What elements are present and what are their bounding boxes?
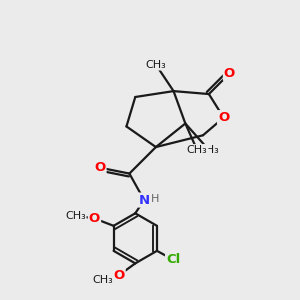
Text: CH₃: CH₃ [199, 145, 219, 155]
Text: O: O [94, 161, 106, 174]
Text: CH₃: CH₃ [65, 211, 86, 220]
Text: N: N [139, 194, 150, 207]
Text: CH₃: CH₃ [187, 145, 208, 155]
Text: O: O [113, 268, 125, 282]
Text: CH₃: CH₃ [146, 60, 166, 70]
Text: O: O [89, 212, 100, 225]
Text: Cl: Cl [166, 253, 180, 266]
Text: O: O [224, 67, 235, 80]
Text: H: H [151, 194, 160, 204]
Text: CH₃: CH₃ [92, 274, 113, 285]
Text: O: O [218, 111, 229, 124]
